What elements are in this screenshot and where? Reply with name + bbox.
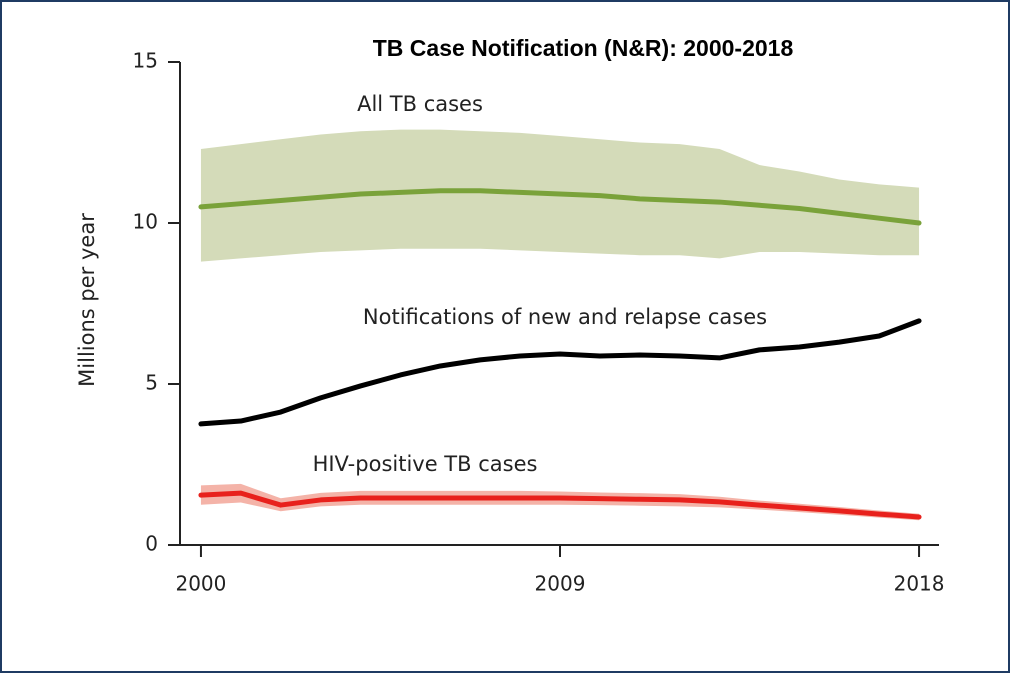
y-axis-label: Millions per year (75, 213, 99, 387)
x-tick-label: 2009 (535, 572, 586, 596)
y-tick-label: 10 (133, 210, 158, 234)
series-label: All TB cases (357, 92, 483, 116)
y-tick-label: 15 (133, 49, 158, 73)
chart-title: TB Case Notification (N&R): 2000-2018 (373, 35, 794, 61)
series-label: Notifications of new and relapse cases (363, 305, 767, 329)
x-tick-label: 2000 (175, 572, 226, 596)
y-tick-label: 5 (145, 371, 158, 395)
series-label: HIV-positive TB cases (313, 452, 538, 476)
x-tick-label: 2018 (894, 572, 945, 596)
uncertainty-band (200, 483, 920, 521)
y-tick-label: 0 (145, 532, 158, 556)
series-line (198, 318, 922, 427)
series-line (198, 188, 922, 226)
series-line (198, 490, 922, 520)
